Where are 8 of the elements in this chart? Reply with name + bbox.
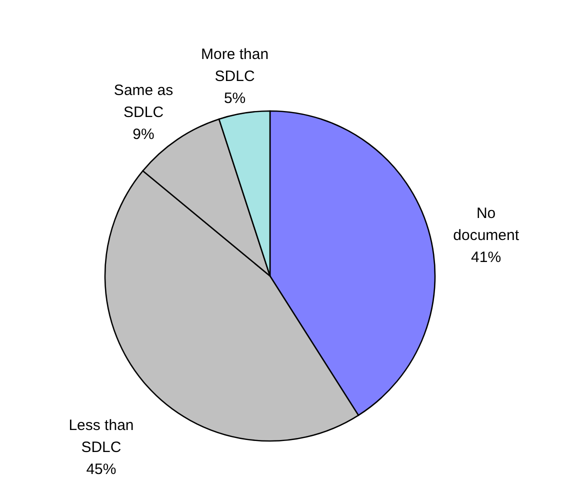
data-label: 5% (224, 90, 246, 107)
slice-label: Less than SDLC (68, 416, 134, 456)
data-label: 41% (471, 249, 502, 266)
slice-label: More than SDLC (201, 46, 269, 85)
slice-label: Same as SDLC (114, 82, 174, 121)
data-label: 9% (132, 126, 154, 143)
data-label: 45% (86, 460, 116, 478)
slice-label: No document (453, 205, 520, 244)
